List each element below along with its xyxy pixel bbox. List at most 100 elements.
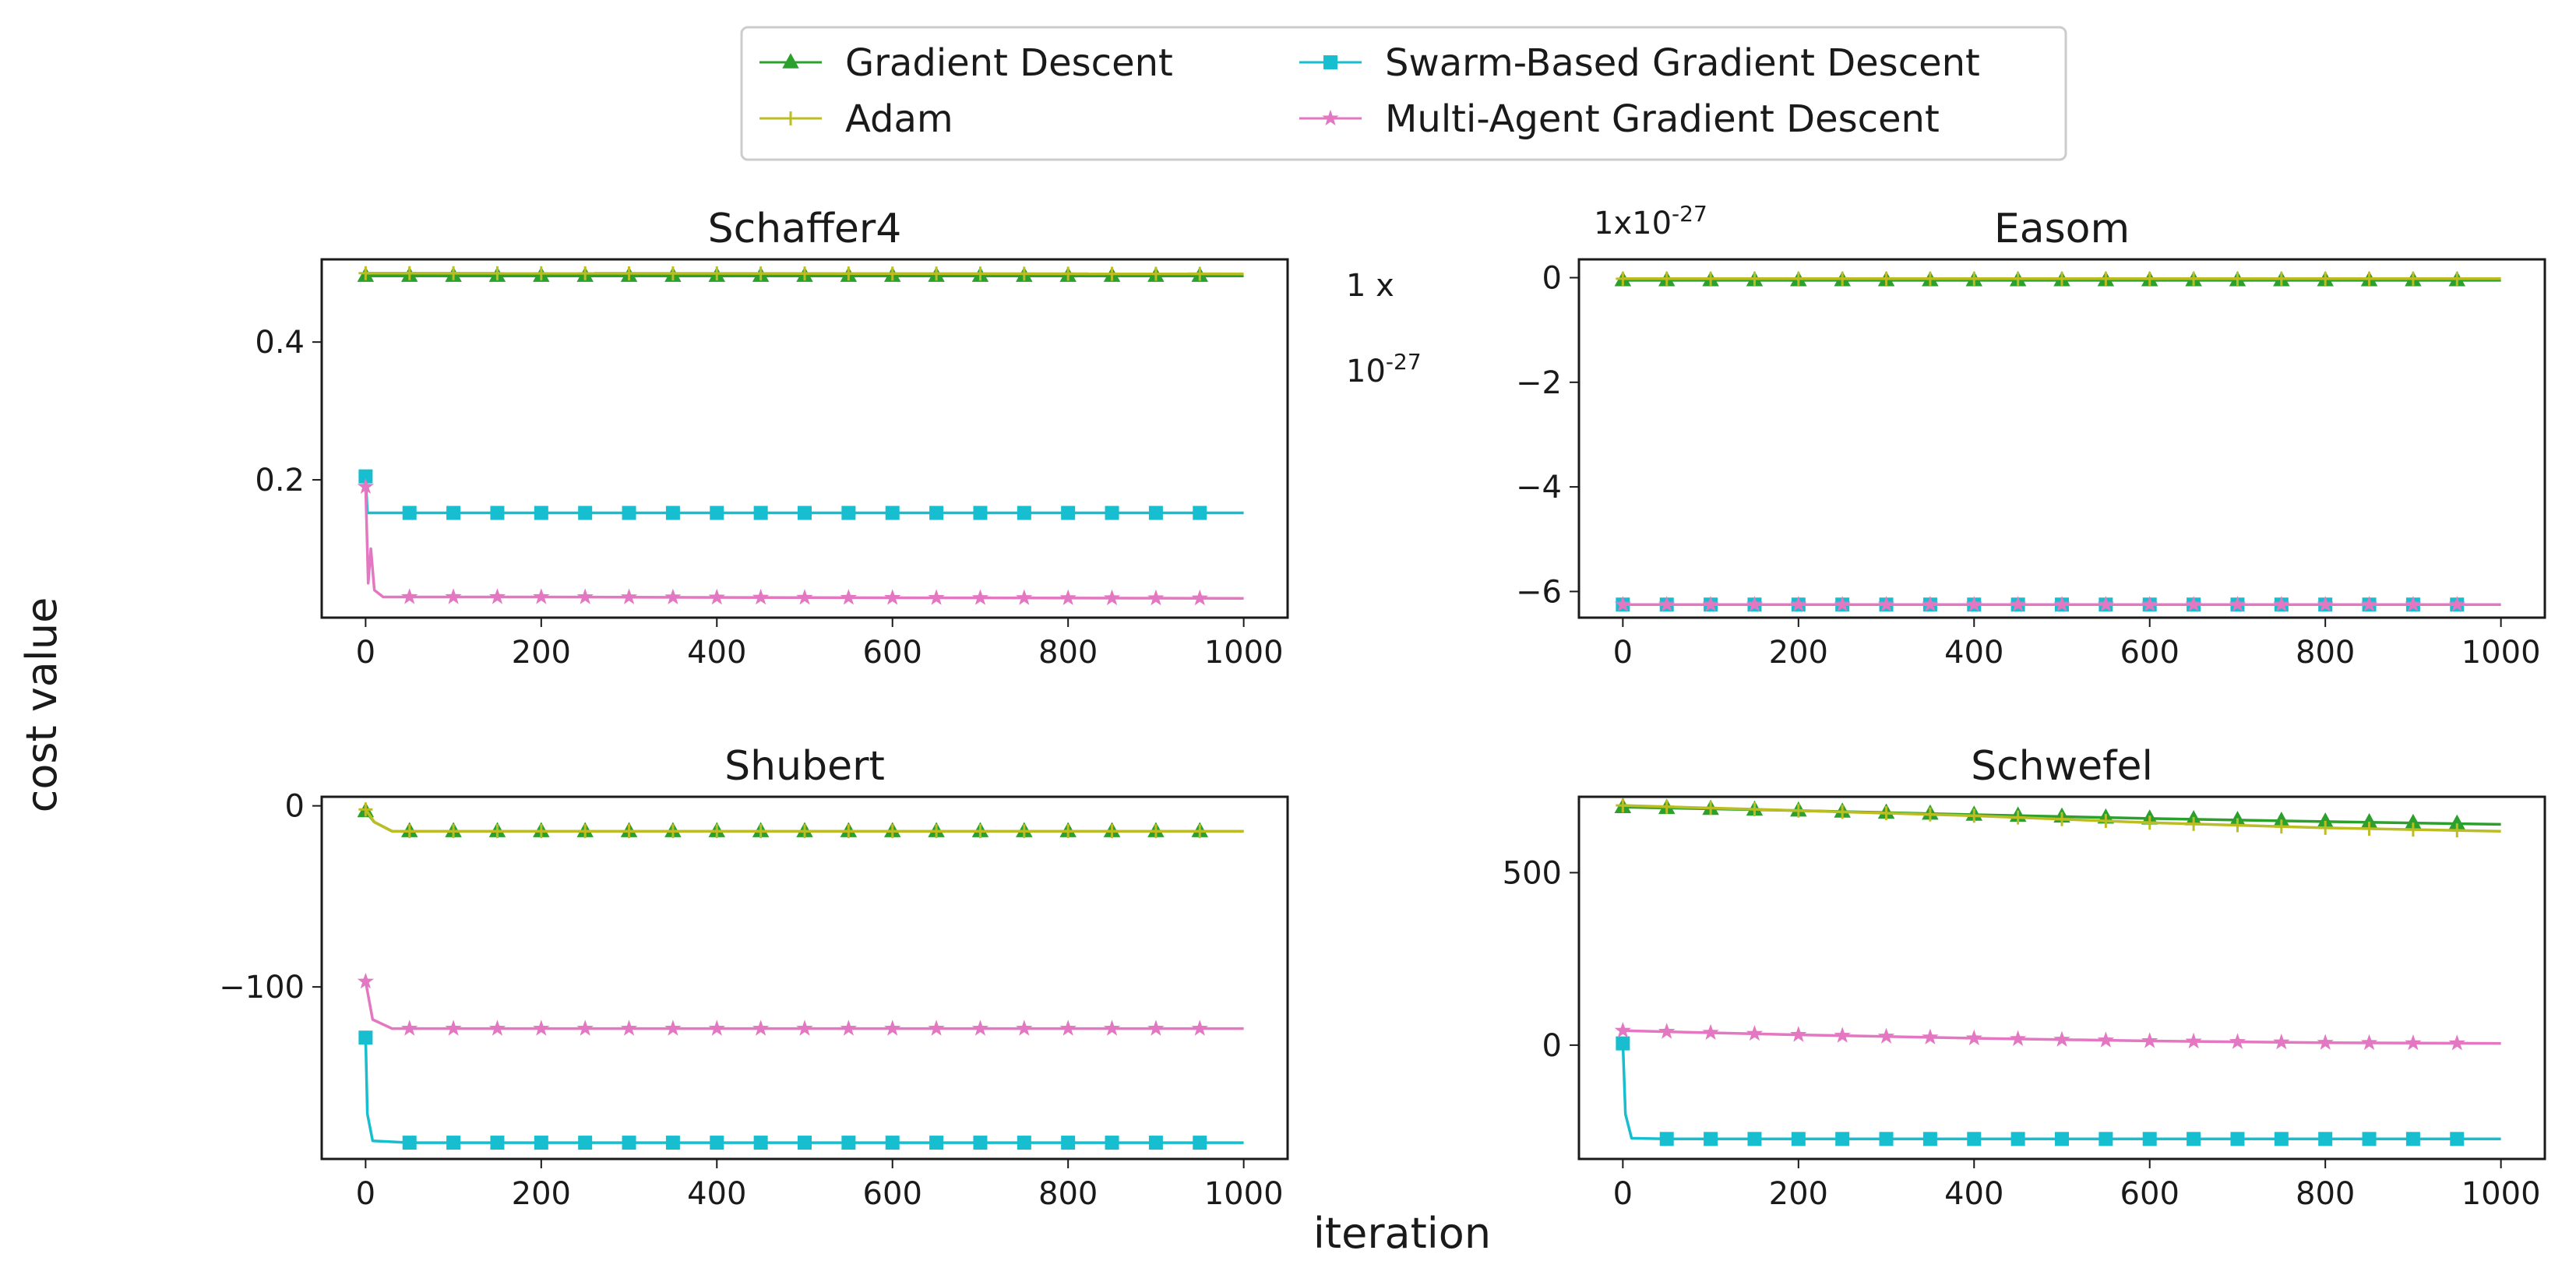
x-tick-label: 600 — [863, 635, 922, 671]
data-point — [2010, 1132, 2025, 1146]
x-tick-label: 200 — [1769, 635, 1828, 671]
data-point — [1148, 266, 1163, 281]
data-point — [2099, 271, 2113, 286]
legend: Gradient Descent Adam Swarm-Based Gradient… — [740, 26, 2067, 161]
data-point — [2230, 1132, 2245, 1146]
data-point — [2362, 271, 2377, 286]
data-point — [446, 505, 461, 520]
x-tick-label: 400 — [1944, 635, 2003, 671]
data-point — [1791, 271, 1806, 286]
data-point — [2142, 815, 2157, 830]
series-multi-agent-gradient-descent — [357, 972, 1244, 1036]
data-point — [1922, 807, 1937, 822]
data-point — [2274, 1132, 2289, 1146]
data-point — [1193, 266, 1207, 281]
y-tick-label: 500 — [1503, 855, 1562, 891]
y-tick-label: 0 — [285, 789, 305, 825]
offset-label-b-main: 1x10 — [1594, 206, 1672, 241]
data-point — [1105, 1136, 1119, 1150]
data-point — [1658, 1023, 1676, 1039]
data-point — [1835, 1132, 1850, 1146]
data-point — [1967, 1132, 1982, 1146]
data-point — [401, 1020, 418, 1036]
data-point — [1965, 1029, 1982, 1046]
data-point — [1746, 596, 1764, 612]
legend-marker — [782, 53, 799, 69]
data-point — [1659, 271, 1674, 286]
data-point — [2230, 818, 2245, 833]
data-point — [2317, 1034, 2334, 1050]
data-point — [929, 824, 944, 839]
x-tick-label: 400 — [1944, 1176, 2003, 1212]
data-point — [1061, 266, 1076, 281]
plot-frame — [320, 258, 1289, 619]
data-point — [2055, 812, 2069, 826]
data-point — [622, 824, 636, 839]
data-point — [2274, 271, 2289, 286]
data-point — [928, 1020, 945, 1036]
data-point — [710, 505, 724, 520]
data-point — [798, 1136, 812, 1150]
data-point — [2142, 271, 2157, 286]
data-point — [2009, 1030, 2027, 1046]
data-point — [2405, 822, 2420, 837]
data-point — [929, 1136, 944, 1150]
data-point — [1616, 1036, 1630, 1051]
data-point — [1059, 589, 1077, 605]
data-point — [1105, 824, 1119, 839]
subplot-shubert: Shubert 0 200 400 600 800 1000 0 −100 — [219, 743, 1289, 1212]
data-point — [973, 1136, 988, 1150]
data-point — [2185, 1032, 2202, 1049]
legend-marker — [1323, 55, 1337, 69]
data-point — [446, 1136, 461, 1150]
data-point — [885, 824, 900, 839]
data-point — [664, 1020, 682, 1036]
data-point — [446, 266, 461, 280]
y-tick-label: −4 — [1516, 470, 1562, 505]
data-point — [1193, 1136, 1207, 1150]
data-point — [1614, 596, 1632, 612]
data-point — [2187, 816, 2201, 831]
series-swarm-based-gradient-descent — [358, 469, 1244, 520]
data-point — [2187, 1132, 2201, 1146]
data-point — [1704, 801, 1718, 815]
data-point — [2009, 596, 2027, 612]
data-point — [358, 266, 373, 280]
data-point — [1879, 271, 1894, 286]
series-adam — [1616, 798, 2501, 838]
series-line — [1621, 1043, 2501, 1141]
data-point — [1791, 1132, 1806, 1146]
data-point — [578, 824, 593, 839]
series-multi-agent-gradient-descent — [1614, 1022, 2501, 1051]
y-tick-label: −2 — [1516, 365, 1562, 401]
data-point — [2274, 819, 2289, 834]
data-point — [1105, 505, 1119, 520]
data-point — [445, 1020, 462, 1036]
x-tick-label: 600 — [2120, 635, 2180, 671]
x-tick-label: 1000 — [1204, 635, 1284, 671]
data-point — [841, 266, 856, 281]
data-point — [971, 1020, 989, 1036]
data-point — [1148, 1136, 1163, 1150]
legend-marker — [784, 111, 798, 125]
data-point — [534, 266, 548, 280]
data-point — [2450, 823, 2465, 838]
data-point — [973, 266, 988, 281]
data-point — [708, 588, 725, 605]
data-point — [1616, 271, 1630, 286]
data-point — [2450, 271, 2465, 286]
data-point — [1967, 271, 1982, 286]
data-point — [1017, 266, 1031, 281]
x-tick-label: 0 — [1613, 635, 1633, 671]
data-point — [1922, 1132, 1937, 1146]
subplot-easom: Easom 0 200 400 600 800 1000 0 −2 −4 −6 — [1516, 206, 2546, 671]
data-point — [1834, 596, 1851, 612]
data-point — [841, 505, 856, 520]
series-line — [364, 981, 1244, 1030]
data-point — [928, 589, 945, 605]
data-point — [710, 824, 724, 839]
data-point — [971, 589, 989, 605]
data-point — [2450, 1132, 2465, 1146]
data-point — [2273, 596, 2290, 612]
x-axis-label: iteration — [1313, 1209, 1491, 1258]
